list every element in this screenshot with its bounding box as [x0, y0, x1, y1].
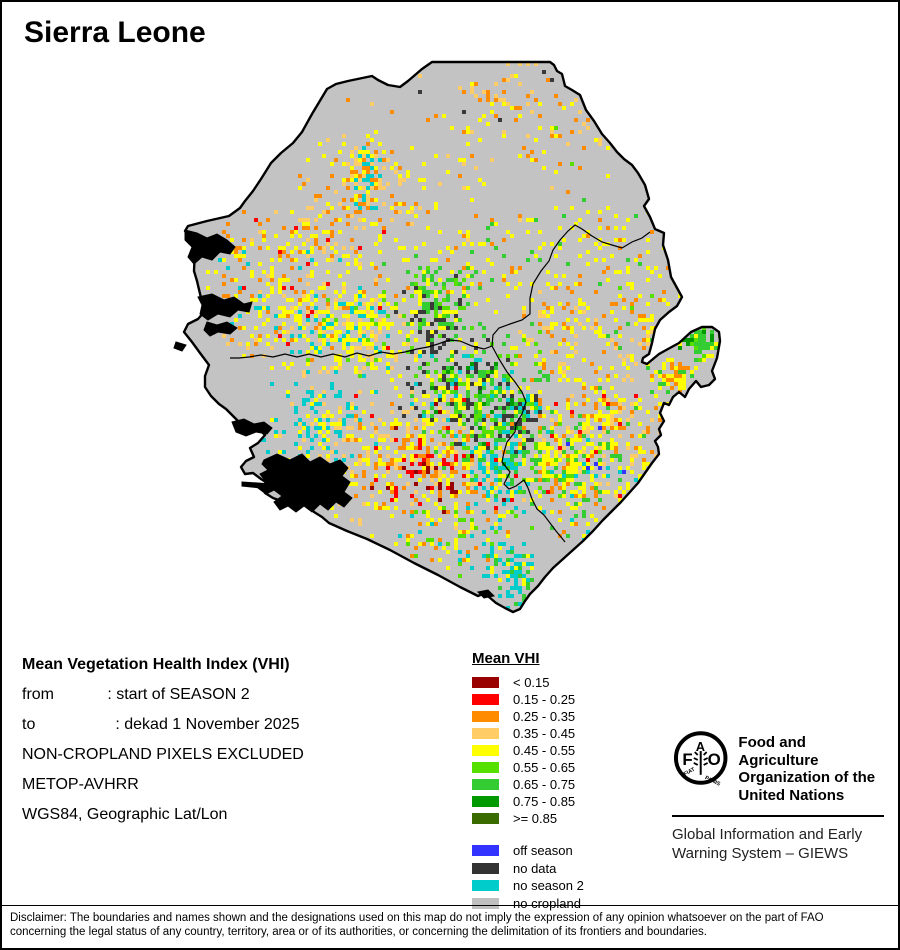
legend-label: 0.75 - 0.85 — [513, 794, 576, 809]
legend-swatch — [472, 862, 499, 874]
legend-row: no data — [472, 860, 584, 878]
legend-swatch — [472, 728, 499, 739]
info-line-sensor: METOP-AVHRR — [22, 776, 139, 793]
legend-label: 0.65 - 0.75 — [513, 777, 576, 792]
legend-row: 0.65 - 0.75 — [472, 776, 584, 793]
coastal-water-feature — [184, 229, 236, 265]
legend-row: 0.75 - 0.85 — [472, 793, 584, 810]
legend-swatch — [472, 694, 499, 705]
page-title: Sierra Leone — [24, 16, 206, 49]
legend-row: 0.55 - 0.65 — [472, 759, 584, 776]
country-outline — [182, 60, 722, 614]
legend-swatch — [472, 762, 499, 773]
legend-row: >= 0.85 — [472, 810, 584, 827]
legend-label: off season — [513, 843, 573, 859]
svg-text:A: A — [696, 739, 705, 754]
disclaimer-separator — [2, 905, 898, 906]
legend-swatch — [472, 813, 499, 824]
fao-org-name: Food and Agriculture Organization of the… — [738, 734, 888, 804]
giews-line: Warning System – GIEWS — [672, 845, 849, 862]
legend-label: 0.45 - 0.55 — [513, 743, 576, 758]
org-line: Organization of the — [738, 769, 876, 786]
disclaimer-line: Disclaimer: The boundaries and names sho… — [10, 912, 824, 924]
legend-label: 0.55 - 0.65 — [513, 760, 576, 775]
svg-text:O: O — [708, 750, 721, 769]
legend-swatch — [472, 845, 499, 857]
legend-swatch — [472, 745, 499, 756]
legend-swatch — [472, 880, 499, 892]
legend-row: 0.25 - 0.35 — [472, 708, 584, 725]
legend-swatch — [472, 897, 499, 909]
giews-line: Global Information and Early — [672, 826, 863, 843]
disclaimer-text: Disclaimer: The boundaries and names sho… — [10, 911, 870, 939]
org-line: Food and Agriculture — [738, 734, 819, 769]
legend-label: no season 2 — [513, 878, 584, 894]
fao-credit-block: F A O FIAT PANIS Food and Agriculture Organi… — [672, 728, 888, 863]
legend-class-list: < 0.15 0.15 - 0.25 0.25 - 0.35 0.35 - 0.45 0… — [472, 674, 584, 827]
svg-text:FIAT: FIAT — [683, 766, 697, 777]
legend-swatch — [472, 677, 499, 688]
disclaimer-line: concerning the legal status of any count… — [10, 926, 707, 938]
org-line: United Nations — [738, 786, 845, 804]
legend-swatch — [472, 711, 499, 722]
coastal-water-feature — [203, 321, 238, 337]
credit-divider — [672, 815, 884, 817]
legend-row: 0.15 - 0.25 — [472, 691, 584, 708]
info-line-mask: NON-CROPLAND PIXELS EXCLUDED — [22, 746, 304, 763]
vhi-legend: Mean VHI < 0.15 0.15 - 0.25 0.25 - 0.35 0.3… — [472, 650, 584, 912]
legend-label: 0.15 - 0.25 — [513, 692, 576, 707]
legend-row: 0.45 - 0.55 — [472, 742, 584, 759]
legend-label: >= 0.85 — [513, 811, 558, 826]
legend-label: 0.25 - 0.35 — [513, 709, 576, 724]
coastal-water-feature — [173, 341, 187, 352]
giews-label: Global Information and Early Warning Sys… — [672, 825, 888, 863]
info-heading: Mean Vegetation Health Index (VHI) — [22, 656, 290, 673]
legend-extra-list: off season no data no season 2 no cropland — [472, 842, 584, 912]
legend-label: no data — [513, 860, 557, 876]
legend-row: no cropland — [472, 895, 584, 913]
legend-swatch — [472, 796, 499, 807]
coastal-water-feature — [257, 453, 353, 513]
legend-label: 0.35 - 0.45 — [513, 726, 576, 741]
legend-label: < 0.15 — [513, 675, 550, 690]
legend-row: 0.35 - 0.45 — [472, 725, 584, 742]
district-boundary — [491, 345, 566, 543]
legend-title: Mean VHI — [472, 650, 540, 667]
legend-label: no cropland — [513, 895, 581, 911]
legend-row: no season 2 — [472, 877, 584, 895]
svg-text:F: F — [682, 750, 692, 769]
map-info-block: Mean Vegetation Health Index (VHI) from … — [22, 650, 304, 830]
legend-swatch — [472, 779, 499, 790]
info-line-from: from : start of SEASON 2 — [22, 686, 250, 703]
info-line-to: to : dekad 1 November 2025 — [22, 716, 300, 733]
district-boundary — [230, 224, 651, 359]
legend-row: < 0.15 — [472, 674, 584, 691]
legend-row: off season — [472, 842, 584, 860]
info-line-projection: WGS84, Geographic Lat/Lon — [22, 806, 228, 823]
